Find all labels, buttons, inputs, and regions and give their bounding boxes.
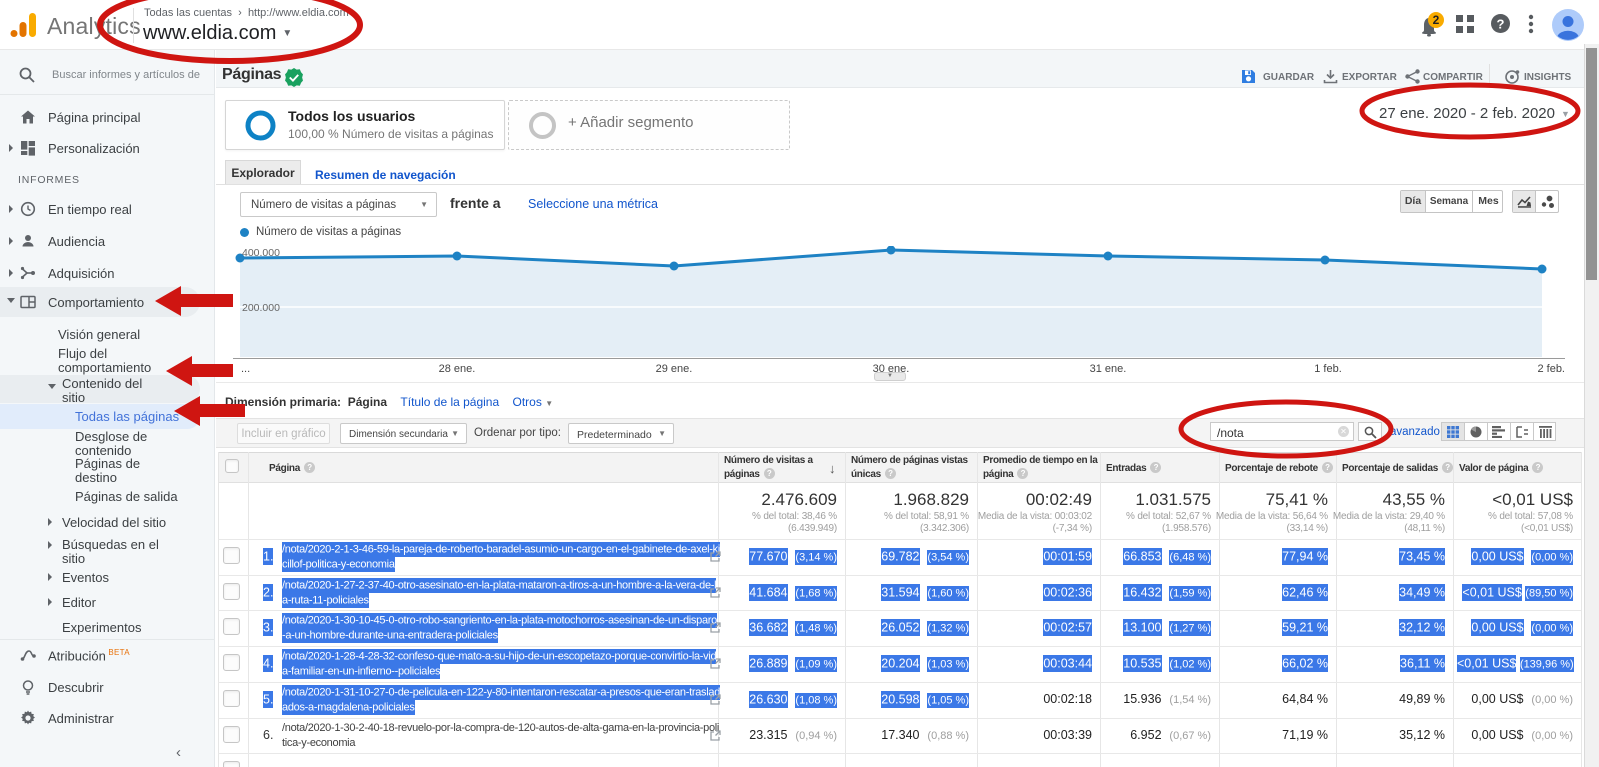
svg-text:?: ? [1497, 17, 1505, 32]
svg-text:2: 2 [1433, 13, 1440, 27]
